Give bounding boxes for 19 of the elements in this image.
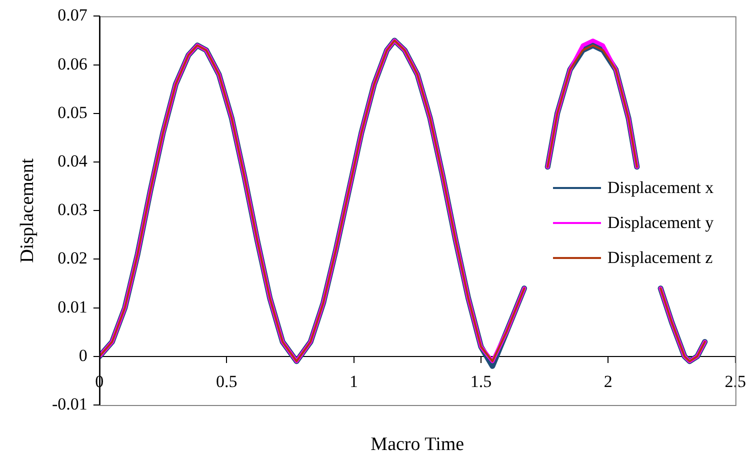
legend-label: Displacement y <box>607 212 714 233</box>
y-tick-label: 0 <box>78 346 88 365</box>
y-axis-title: Displacement <box>16 158 38 263</box>
y-tick-label: 0.03 <box>58 200 88 220</box>
x-tick-label: 2.5 <box>724 372 746 392</box>
legend-label: Displacement x <box>607 178 714 198</box>
x-axis-title: Macro Time <box>370 434 464 455</box>
x-tick-label: 1 <box>350 372 358 392</box>
x-tick-label: 0.5 <box>216 372 238 392</box>
y-tick-label: 0.02 <box>58 248 88 268</box>
y-tick-label: 0.06 <box>58 54 88 74</box>
y-tick-label: 0.04 <box>58 151 88 170</box>
x-tick-label: 2 <box>604 372 612 392</box>
y-tick-label: 0.01 <box>58 297 88 316</box>
legend-label: Displacement z <box>607 248 713 268</box>
y-tick-label: 0.05 <box>58 102 88 122</box>
x-tick-label: 1.5 <box>470 372 492 392</box>
y-tick-label: -0.01 <box>52 394 88 414</box>
y-tick-label: 0.07 <box>58 6 88 25</box>
